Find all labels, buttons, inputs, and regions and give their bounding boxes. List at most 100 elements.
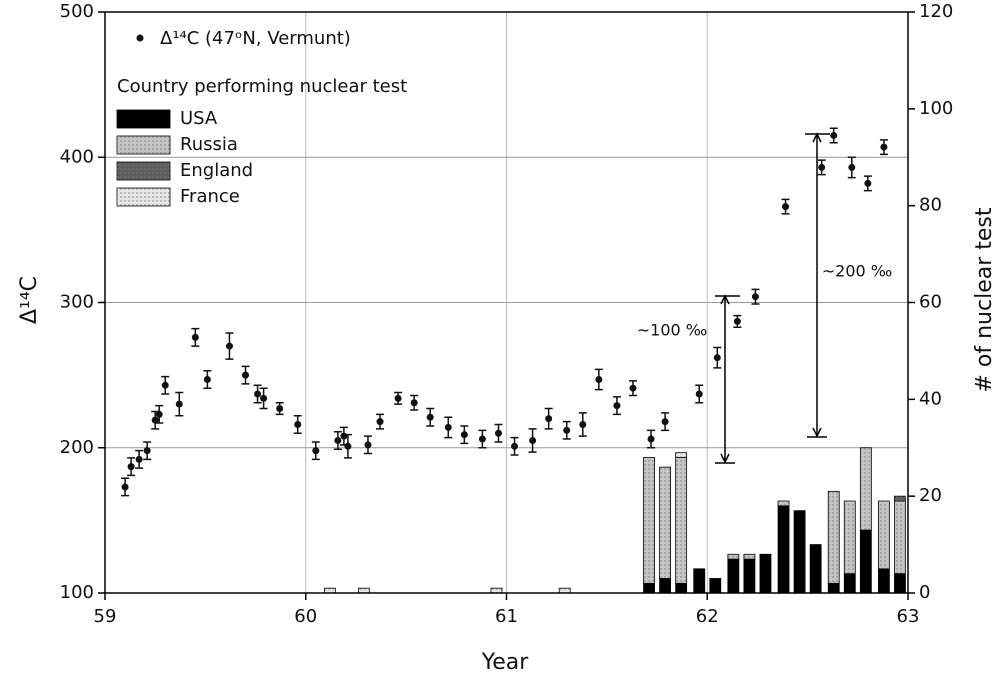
data-point [161,381,169,389]
data-point [203,375,211,383]
bar [878,568,890,594]
bar [693,568,706,594]
data-point [460,431,468,439]
data-point [830,131,838,139]
y2-tick-label: 80 [919,195,942,216]
bar-hatch [878,501,890,569]
data-point [143,447,151,455]
bar [643,582,655,594]
bar-hatch [860,447,872,531]
bar [894,573,906,594]
data-point [364,441,372,449]
data-point [394,394,402,402]
data-point [410,399,418,407]
data-point [751,293,759,301]
bar-hatch [727,554,739,560]
data-point [733,317,741,325]
data-point [254,390,262,398]
x-tick-label: 60 [294,606,317,627]
y2-tick-label: 40 [919,388,942,409]
x-tick-label: 59 [94,606,117,627]
annotation-arrows [715,132,830,464]
data-point [155,410,163,418]
legend-label: Δ¹⁴C (47ᵒN, Vermunt) [160,28,351,49]
data-point [340,432,348,440]
bar-hatch [358,588,370,593]
legend-label: France [180,186,240,207]
bar [659,578,671,594]
bar-hatch [894,496,906,502]
x-tick-label: 63 [897,606,920,627]
bar-hatch [894,501,906,574]
data-point [661,418,669,426]
y-tick-label: 400 [60,146,94,167]
y2-tick-label: 20 [919,485,942,506]
legend-label: England [180,160,253,181]
data-point [647,435,655,443]
y2-tick-label: 120 [919,1,953,22]
data-point [880,143,888,151]
y-tick-label: 300 [60,292,94,313]
legend-title: Country performing nuclear test [117,76,407,97]
bar-hatch [828,491,840,584]
data-point [225,342,233,350]
data-point [613,402,621,410]
bar [793,510,806,594]
y-tick-label: 200 [60,437,94,458]
data-point [334,436,342,444]
data-point [242,371,250,379]
y-axis-title: Δ¹⁴C [17,276,42,324]
bar [827,582,840,594]
x-tick-label: 62 [696,606,719,627]
data-point [695,390,703,398]
arrowhead [812,132,822,438]
data-point [426,413,434,421]
data-point [127,463,135,471]
y-tick-label: 500 [60,1,94,22]
data-point [444,423,452,431]
data-point [294,421,302,429]
data-point [579,421,587,429]
x-tick-label: 61 [495,606,518,627]
bar-hatch [675,457,687,584]
bar-hatch [490,588,502,593]
y2-axis-title: # of nuclear test [972,207,997,392]
data-point [312,447,320,455]
data-point [713,354,721,362]
data-point [121,483,129,491]
data-point [563,426,571,434]
bar [859,529,872,594]
bar-hatch [659,467,671,579]
data-point [260,394,268,402]
legend-label: Russia [180,134,238,155]
bar-hatch [559,588,571,593]
bar [777,505,790,594]
legend-hatch [117,188,170,206]
data-point [545,415,553,423]
y-tick-label: 100 [60,582,94,603]
data-point [595,375,603,383]
legend-label: USA [180,108,218,129]
data-point [529,436,537,444]
data-point [848,163,856,171]
data-point [494,429,502,437]
legend-swatch [116,109,171,129]
bar-hatch [844,501,856,574]
data-point [629,384,637,392]
data-point [191,333,199,341]
data-point [276,405,284,413]
bar [727,558,740,594]
data-point [175,400,183,408]
data-point [344,442,352,450]
annotation: ~200 ‰ [822,262,893,281]
bar [843,573,856,594]
y2-tick-label: 0 [919,582,930,603]
y2-tick-label: 100 [919,98,953,119]
bar [709,578,722,594]
data-point [511,442,519,450]
bar-hatch [675,452,687,458]
data-point [135,455,143,463]
bar [809,544,822,594]
y2-tick-label: 60 [919,292,942,313]
